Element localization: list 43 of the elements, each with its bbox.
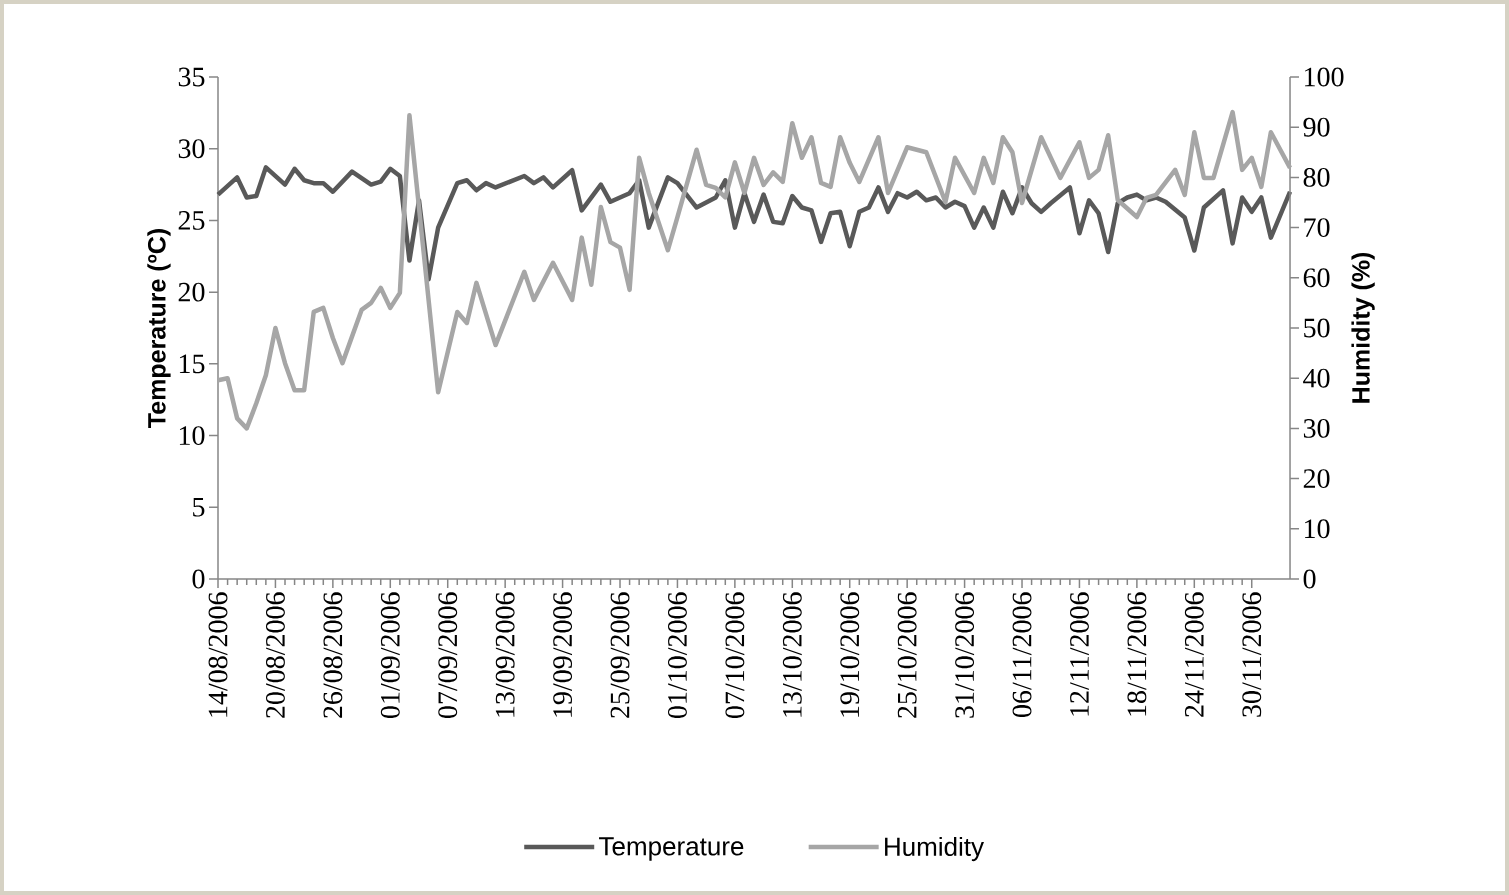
x-tick-label: 12/11/2006 (1070, 592, 1089, 716)
x-tick-label: 25/09/2006 (610, 592, 630, 718)
y2-tick-label: 80 (1303, 167, 1330, 187)
x-tick-label: 20/08/2006 (265, 592, 285, 718)
y-tick-label: 10 (179, 426, 205, 446)
y2-tick-label: 60 (1303, 268, 1330, 288)
x-tick-label: 19/09/2006 (553, 592, 573, 717)
y-tick-label: 20 (178, 282, 205, 302)
y2-tick-label: 100 (1305, 67, 1344, 87)
y-axis-title: Temperature (ºC) (147, 229, 171, 428)
x-tick-label: 31/10/2006 (955, 592, 975, 718)
x-tick-label: 13/10/2006 (782, 592, 802, 717)
y2-tick-label: 50 (1304, 318, 1330, 338)
y-tick-label: 25 (178, 211, 205, 230)
x-tick-label: 01/10/2006 (668, 592, 687, 719)
y2-tick-label: 30 (1303, 418, 1330, 438)
x-tick-label: 07/10/2006 (725, 592, 745, 719)
x-tick-label: 06/11/2006 (1012, 592, 1032, 717)
x-tick-label: 18/11/2006 (1127, 592, 1147, 716)
x-tick-label: 01/09/2006 (380, 592, 400, 719)
x-tick-label: 24/11/2006 (1184, 592, 1204, 717)
x-tick-label: 13/09/2006 (495, 592, 515, 717)
y2-axis-title: Humidity (%) (1351, 252, 1375, 403)
y-tick-label: 15 (179, 354, 205, 374)
x-tick-label: 30/11/2006 (1242, 592, 1262, 717)
x-tick-label: 25/10/2006 (897, 592, 917, 718)
y2-tick-label: 90 (1303, 117, 1330, 137)
y2-tick-label: 40 (1303, 368, 1330, 388)
x-tick-label: 26/08/2006 (323, 592, 343, 718)
line-series (215, 165, 1293, 282)
legend-label: Temperature (599, 837, 744, 861)
y-tick-label: 35 (178, 67, 205, 87)
x-tick-label: 07/09/2006 (438, 592, 458, 719)
y2-tick-label: 70 (1304, 218, 1330, 238)
x-tick-label: 14/08/2006 (208, 592, 228, 717)
y2-tick-label: 20 (1303, 469, 1330, 489)
y2-tick-label: 0 (1303, 569, 1316, 589)
y-tick-label: 30 (178, 139, 205, 159)
y-tick-label: 5 (193, 497, 205, 517)
legend-label: Humidity (885, 836, 984, 862)
y-tick-label: 0 (192, 569, 205, 589)
x-tick-label: 19/10/2006 (840, 592, 860, 717)
y2-tick-label: 10 (1305, 519, 1330, 539)
